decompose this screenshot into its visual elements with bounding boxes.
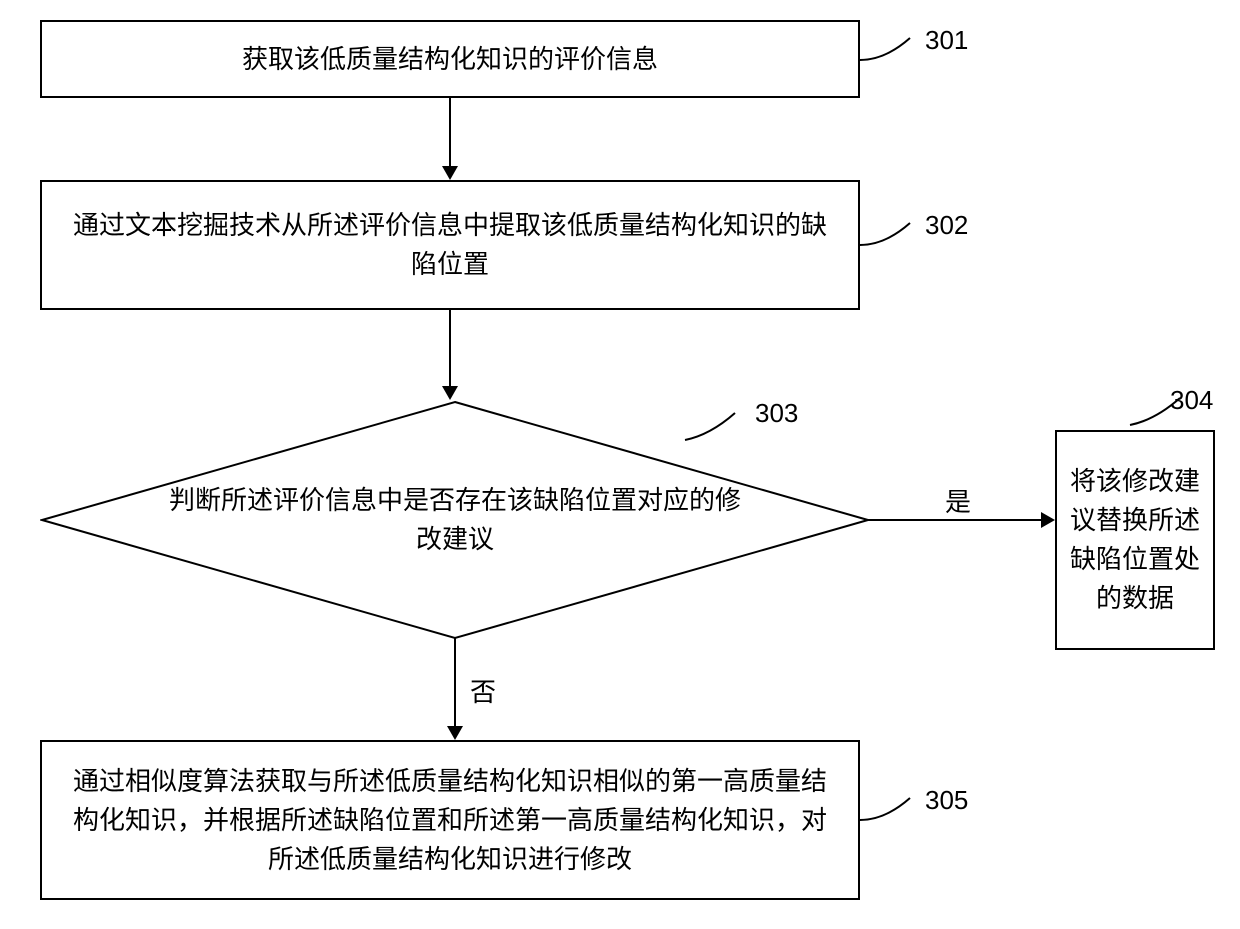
edge-label-yes: 是 — [945, 482, 971, 519]
node-304-text: 将该修改建议替换所述缺陷位置处的数据 — [1069, 462, 1201, 618]
arrow-head-302-303 — [442, 386, 458, 400]
arrow-303-305 — [454, 638, 456, 726]
flow-node-302: 通过文本挖掘技术从所述评价信息中提取该低质量结构化知识的缺陷位置 — [40, 180, 860, 310]
flow-node-301: 获取该低质量结构化知识的评价信息 — [40, 20, 860, 98]
label-curve-301 — [855, 30, 925, 70]
step-label-305: 305 — [925, 785, 968, 816]
step-label-304: 304 — [1170, 385, 1213, 416]
label-curve-302 — [855, 215, 925, 255]
arrow-head-303-305 — [447, 726, 463, 740]
step-label-303: 303 — [755, 398, 798, 429]
flow-node-304: 将该修改建议替换所述缺陷位置处的数据 — [1055, 430, 1215, 650]
arrow-301-302 — [449, 98, 451, 166]
node-301-text: 获取该低质量结构化知识的评价信息 — [242, 40, 658, 79]
flow-node-305: 通过相似度算法获取与所述低质量结构化知识相似的第一高质量结构化知识，并根据所述缺… — [40, 740, 860, 900]
node-302-text: 通过文本挖掘技术从所述评价信息中提取该低质量结构化知识的缺陷位置 — [62, 206, 838, 284]
step-label-301: 301 — [925, 25, 968, 56]
arrow-head-303-304 — [1041, 512, 1055, 528]
node-305-text: 通过相似度算法获取与所述低质量结构化知识相似的第一高质量结构化知识，并根据所述缺… — [62, 762, 838, 879]
arrow-head-301-302 — [442, 166, 458, 180]
label-curve-303 — [680, 405, 750, 445]
step-label-302: 302 — [925, 210, 968, 241]
arrow-303-304 — [868, 519, 1041, 521]
arrow-302-303 — [449, 310, 451, 386]
label-curve-305 — [855, 790, 925, 830]
edge-label-no: 否 — [470, 672, 496, 709]
